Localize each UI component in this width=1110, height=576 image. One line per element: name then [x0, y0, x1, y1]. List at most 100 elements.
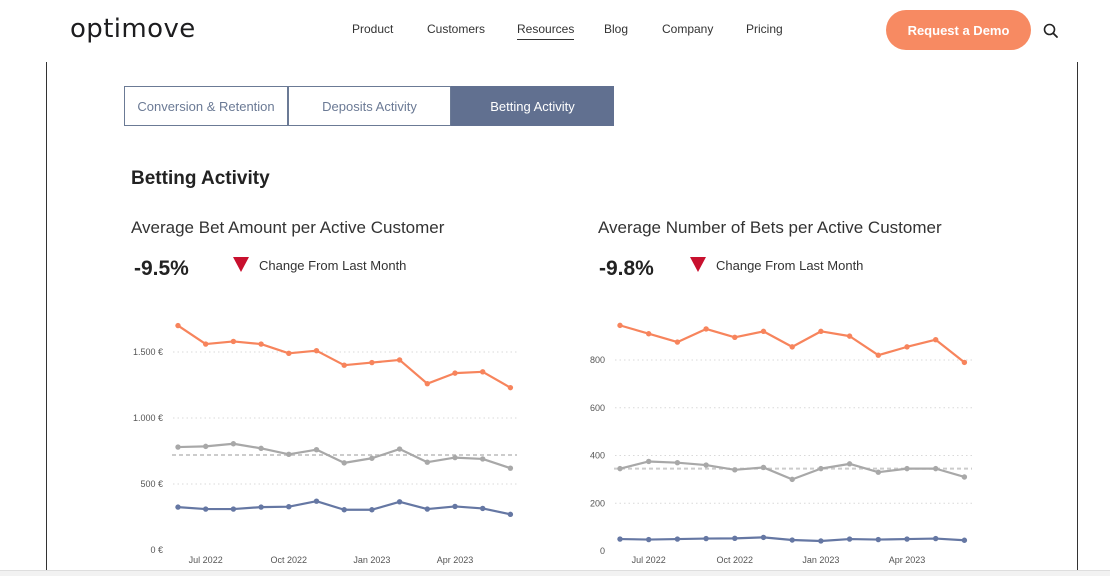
data-point-mid[interactable] — [789, 476, 795, 483]
data-point-mid[interactable] — [646, 458, 652, 465]
data-point-top[interactable] — [313, 347, 320, 354]
data-point-low[interactable] — [732, 535, 738, 542]
x-tick-label: Oct 2022 — [271, 555, 308, 565]
nav-item-customers[interactable]: Customers — [427, 22, 486, 36]
chart-title-bets-count: Average Number of Bets per Active Custom… — [598, 218, 942, 237]
data-point-mid[interactable] — [904, 465, 910, 472]
tab-conversion-retention[interactable]: Conversion & Retention — [124, 86, 288, 126]
y-tick-label: 1.000 € — [133, 413, 163, 423]
data-point-low[interactable] — [286, 504, 292, 510]
data-point-low[interactable] — [203, 506, 209, 512]
data-point-low[interactable] — [175, 504, 181, 510]
data-point-mid[interactable] — [313, 446, 320, 453]
bets-count-line-chart: 0 200 400 600 800 Jul 2022 Oct 2022 Jan 2023 Apr… — [590, 322, 972, 565]
data-point-top[interactable] — [203, 341, 209, 347]
data-point-mid[interactable] — [369, 455, 375, 461]
x-tick-label: Apr 2023 — [437, 555, 474, 565]
data-point-mid[interactable] — [818, 465, 824, 472]
data-point-mid[interactable] — [175, 444, 181, 450]
data-point-top[interactable] — [760, 328, 767, 335]
data-point-top[interactable] — [286, 350, 292, 357]
search-button[interactable] — [1042, 22, 1060, 40]
data-point-mid[interactable] — [230, 441, 237, 447]
data-point-top[interactable] — [230, 338, 237, 345]
data-point-mid[interactable] — [703, 462, 709, 468]
nav-item-company[interactable]: Company — [662, 22, 714, 36]
data-point-low[interactable] — [904, 536, 910, 542]
data-point-mid[interactable] — [875, 469, 881, 475]
data-point-low[interactable] — [760, 534, 767, 541]
data-point-low[interactable] — [341, 507, 347, 513]
data-point-low[interactable] — [703, 535, 709, 542]
data-point-low[interactable] — [961, 537, 968, 543]
data-point-mid[interactable] — [732, 467, 738, 473]
data-point-top[interactable] — [369, 359, 375, 366]
data-point-mid[interactable] — [452, 454, 458, 461]
data-point-top[interactable] — [396, 357, 403, 363]
horizontal-scrollbar[interactable] — [0, 570, 1110, 576]
data-point-low[interactable] — [646, 536, 652, 543]
content-border-left — [46, 62, 47, 575]
data-point-mid[interactable] — [480, 456, 486, 462]
data-point-top[interactable] — [732, 334, 738, 341]
data-point-top[interactable] — [341, 362, 347, 368]
data-point-low[interactable] — [230, 506, 237, 512]
data-point-mid[interactable] — [341, 460, 347, 466]
request-demo-button[interactable]: Request a Demo — [886, 10, 1031, 50]
data-point-low[interactable] — [480, 505, 486, 512]
data-point-low[interactable] — [617, 536, 623, 542]
down-triangle-icon — [233, 257, 249, 272]
nav-item-pricing[interactable]: Pricing — [746, 22, 783, 36]
data-point-top[interactable] — [703, 326, 709, 332]
nav-item-product[interactable]: Product — [352, 22, 394, 36]
data-point-low[interactable] — [369, 507, 375, 513]
data-point-low[interactable] — [507, 511, 514, 518]
data-point-low[interactable] — [818, 538, 824, 544]
data-point-low[interactable] — [789, 537, 795, 543]
data-point-top[interactable] — [674, 339, 681, 345]
nav-item-blog[interactable]: Blog — [604, 22, 629, 36]
data-point-mid[interactable] — [933, 465, 939, 472]
tab-deposits-activity[interactable]: Deposits Activity — [288, 86, 451, 126]
data-point-mid[interactable] — [286, 451, 292, 457]
data-point-mid[interactable] — [203, 443, 209, 450]
data-point-top[interactable] — [175, 322, 181, 329]
data-point-low[interactable] — [424, 506, 430, 512]
data-point-low[interactable] — [674, 536, 681, 542]
data-point-top[interactable] — [933, 337, 939, 343]
data-point-top[interactable] — [818, 328, 824, 335]
data-point-top[interactable] — [961, 359, 968, 366]
x-tick-label: Jan 2023 — [353, 555, 390, 565]
data-point-mid[interactable] — [617, 465, 623, 472]
data-point-low[interactable] — [258, 504, 264, 510]
data-point-low[interactable] — [875, 536, 881, 543]
data-point-mid[interactable] — [846, 461, 853, 467]
nav-item-resources[interactable]: Resources — [517, 22, 575, 40]
data-point-mid[interactable] — [424, 459, 430, 465]
data-point-top[interactable] — [424, 380, 430, 387]
data-point-low[interactable] — [452, 503, 458, 510]
change-label-bet-amount: Change From Last Month — [259, 258, 407, 273]
data-point-low[interactable] — [396, 499, 403, 505]
data-point-mid[interactable] — [507, 465, 514, 471]
data-point-top[interactable] — [452, 370, 458, 376]
data-point-mid[interactable] — [961, 474, 968, 480]
data-point-top[interactable] — [646, 331, 652, 337]
data-point-top[interactable] — [617, 322, 623, 329]
logo[interactable]: optimove — [70, 14, 196, 44]
data-point-mid[interactable] — [258, 445, 264, 452]
data-point-top[interactable] — [507, 384, 514, 391]
data-point-top[interactable] — [875, 352, 881, 358]
data-point-low[interactable] — [313, 498, 320, 504]
tab-betting-activity[interactable]: Betting Activity — [451, 86, 614, 126]
data-point-mid[interactable] — [760, 464, 767, 471]
data-point-low[interactable] — [933, 535, 939, 542]
data-point-top[interactable] — [846, 333, 853, 339]
data-point-top[interactable] — [480, 369, 486, 375]
data-point-top[interactable] — [258, 341, 264, 347]
data-point-low[interactable] — [846, 536, 853, 542]
data-point-mid[interactable] — [396, 446, 403, 452]
data-point-top[interactable] — [904, 344, 910, 350]
data-point-mid[interactable] — [674, 459, 681, 466]
data-point-top[interactable] — [789, 344, 795, 350]
